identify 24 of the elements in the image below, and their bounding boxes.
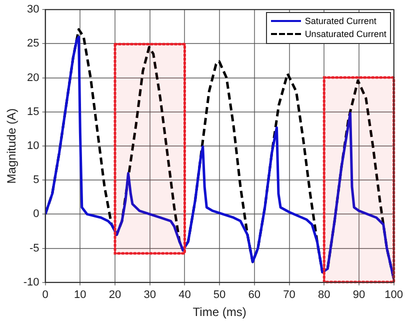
legend-label: Unsaturated Current (304, 28, 386, 41)
y-tick-label: 5 (33, 174, 40, 186)
y-tick-label: 15 (27, 106, 40, 118)
y-tick-label: 10 (27, 140, 40, 152)
x-tick-label: 60 (248, 289, 261, 302)
x-tick-label: 50 (213, 289, 226, 302)
x-tick-label: 80 (318, 289, 330, 302)
x-tick-label: 30 (144, 289, 156, 302)
y-tick-label: 0 (33, 208, 40, 220)
x-tick-label: 10 (74, 289, 86, 302)
legend-label: Saturated Current (304, 14, 376, 28)
x-tick-label: 20 (108, 289, 122, 302)
x-axis-title: Time (ms) (192, 305, 246, 320)
y-axis-title: Magnitude (A) (4, 108, 19, 184)
y-tick-label: 25 (27, 38, 40, 50)
x-tick-label: 90 (352, 289, 366, 302)
y-tick-label: -5 (30, 242, 40, 254)
x-tick-label: 0 (42, 289, 48, 302)
y-tick-label: 30 (27, 4, 40, 16)
y-tick-label: 20 (27, 72, 40, 84)
y-tick-label: -10 (23, 276, 40, 288)
x-tick-label: 100 (384, 289, 404, 302)
x-tick-label: 40 (178, 289, 191, 302)
x-tick-label: 70 (283, 289, 296, 302)
